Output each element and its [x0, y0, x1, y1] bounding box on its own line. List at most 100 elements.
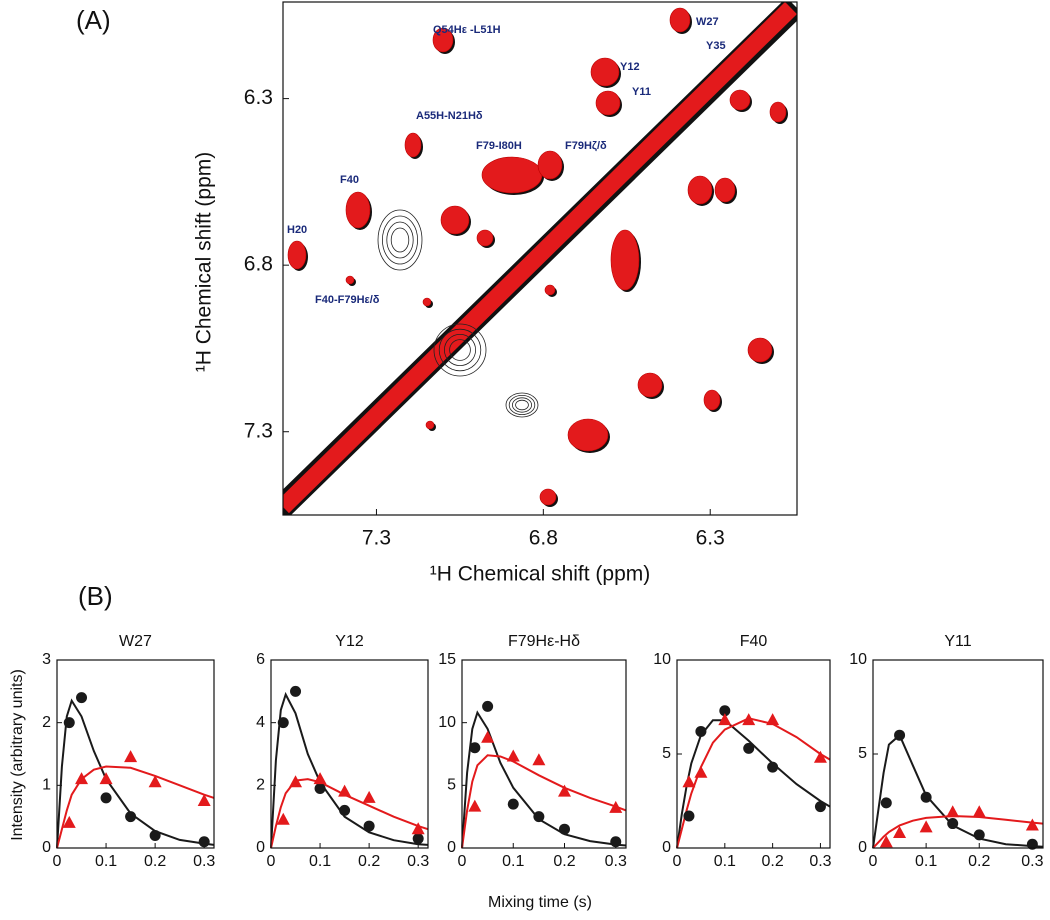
triangle-point [879, 835, 893, 848]
triangle-point [289, 775, 303, 788]
contour-ring [505, 392, 539, 418]
x-tick-label: 0.1 [309, 853, 331, 870]
triangle-point [766, 713, 780, 726]
circle-point [277, 717, 289, 729]
x-tick-label: 0.2 [762, 853, 784, 870]
y-tick-label: 10 [653, 651, 671, 668]
circle-point [814, 801, 826, 813]
triangle-point [99, 772, 113, 785]
peak-red [714, 177, 736, 203]
circle-point [533, 811, 545, 823]
triangle-point [362, 790, 376, 803]
circle-point [412, 833, 424, 845]
x-tick-label: 0 [53, 853, 62, 870]
contour-ring [508, 394, 536, 415]
y-tick-label: 15 [438, 651, 456, 668]
chart-title: Y11 [944, 633, 971, 650]
circle-point [76, 692, 88, 704]
peak-red [729, 89, 751, 111]
circle-point [767, 761, 779, 773]
peak-red [432, 27, 454, 53]
fit-line [270, 691, 429, 849]
circle-point [469, 742, 481, 754]
x-tick-label: 0.3 [809, 853, 831, 870]
y-axis-label: ¹H Chemical shift (ppm) [193, 152, 216, 373]
x-tick-label: 0.3 [193, 853, 215, 870]
peak-red [595, 90, 621, 116]
y-tick-label: 5 [662, 745, 671, 762]
triangle-point [532, 753, 546, 766]
chart-title: F79Hε-Hδ [508, 633, 580, 650]
circle-point [719, 705, 731, 717]
x-tick-label: 0.1 [915, 853, 937, 870]
frame [56, 659, 215, 849]
chart-title: W27 [119, 633, 152, 650]
triangle-point [972, 805, 986, 818]
peak-red [769, 101, 787, 123]
y-axis-label: Intensity (arbitrary units) [9, 669, 26, 841]
annotation: F79Hζ/δ [565, 140, 607, 152]
triangle-point [148, 775, 162, 788]
annotation: Y35 [706, 40, 726, 52]
peak-red [440, 205, 470, 235]
frame [282, 1, 798, 516]
annotation: H20 [287, 224, 307, 236]
triangle-point [411, 822, 425, 835]
fit-line [872, 814, 1044, 849]
contour-ring [381, 215, 418, 265]
circle-point [125, 811, 137, 823]
annotation: F79-I80H [476, 140, 522, 152]
peak-red [537, 150, 563, 180]
peak-red [287, 240, 307, 270]
circle-point [894, 729, 906, 741]
peak-red [669, 7, 691, 33]
fit-line [461, 710, 627, 849]
y-tick-label: 5 [447, 777, 456, 794]
circle-point [920, 791, 932, 803]
fit-line [461, 754, 627, 849]
contour-ring [449, 339, 471, 361]
triangle-point [694, 765, 708, 778]
y-tick-label: 6 [256, 651, 265, 668]
triangle-point [558, 784, 571, 797]
circle-point [198, 836, 210, 848]
x-tick-label: 0.3 [1021, 853, 1043, 870]
panel-label: (A) [76, 5, 111, 35]
x-axis-label: ¹H Chemical shift (ppm) [430, 563, 651, 586]
peak-red [567, 418, 609, 452]
fit-line [872, 733, 1044, 849]
peak-red [544, 284, 556, 296]
contour-ring [433, 323, 487, 377]
triangle-point [75, 772, 89, 785]
x-tick-label: 0.2 [968, 853, 990, 870]
fit-line [676, 719, 831, 849]
y-tick-label: 2 [256, 777, 265, 794]
y-tick-label: 0 [858, 839, 867, 856]
y-tick-label: 0 [256, 839, 265, 856]
triangle-point [946, 805, 960, 818]
x-tick-label: 7.3 [362, 527, 391, 550]
circle-point [363, 820, 375, 832]
annotation: A55H-N21Hδ [416, 110, 483, 122]
y-tick-label: 10 [849, 651, 867, 668]
x-tick-label: 0.1 [95, 853, 117, 870]
peak-red [747, 337, 773, 363]
x-tick-label: 0.3 [605, 853, 627, 870]
fit-line [56, 765, 215, 849]
chart-title: F40 [740, 633, 768, 650]
triangle-point [481, 730, 495, 743]
circle-point [947, 818, 959, 830]
triangle-point [919, 820, 933, 833]
y-tick-label: 0 [662, 839, 671, 856]
circle-point [507, 798, 519, 810]
triangle-point [742, 713, 756, 726]
peak-red [610, 229, 640, 291]
triangle-point [506, 749, 520, 762]
peak-red [425, 420, 435, 430]
x-tick-label: 0.1 [714, 853, 736, 870]
circle-point [695, 725, 707, 737]
contour-ring [443, 333, 476, 366]
circle-point [339, 804, 351, 816]
peak-red [422, 297, 432, 307]
